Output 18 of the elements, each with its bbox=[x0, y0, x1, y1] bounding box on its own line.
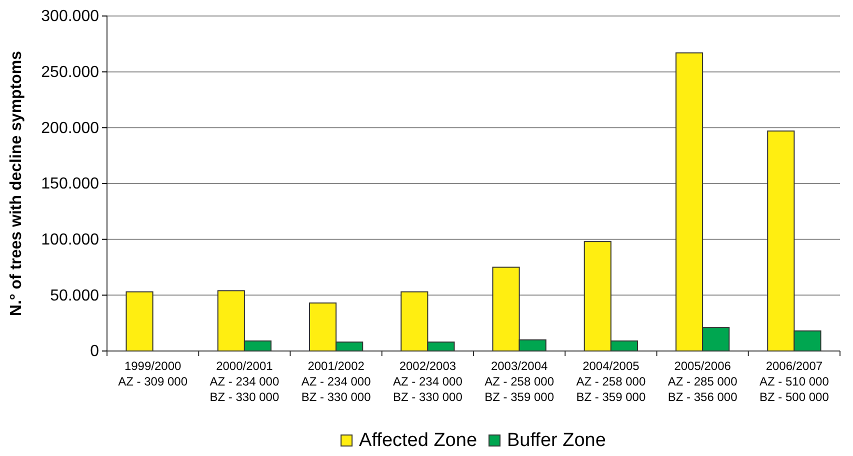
x-tick-label: 2005/2006 AZ - 285 000 BZ - 356 000 bbox=[668, 359, 738, 404]
x-tick-label: 2006/2007 AZ - 510 000 BZ - 500 000 bbox=[760, 359, 830, 404]
legend-label: Affected Zone bbox=[359, 430, 478, 451]
x-tick-label: 1999/2000 AZ - 309 000 bbox=[118, 359, 188, 388]
y-tick-label: 100.000 bbox=[41, 231, 100, 248]
y-tick-label: 0 bbox=[90, 343, 100, 360]
y-tick-label: 150.000 bbox=[41, 176, 100, 193]
y-tick-label: 250.000 bbox=[41, 64, 100, 81]
y-axis-title: N.° of trees with decline symptoms bbox=[8, 50, 25, 316]
y-tick-label: 50.000 bbox=[50, 287, 100, 304]
x-tick-label: 2001/2002 AZ - 234 000 BZ - 330 000 bbox=[301, 359, 372, 404]
y-tick-label: 200.000 bbox=[41, 120, 100, 137]
x-tick-label: 2002/2003 AZ - 234 000 BZ - 330 000 bbox=[393, 359, 463, 404]
y-tick-label: 300.000 bbox=[41, 8, 100, 26]
x-tick-label: 2003/2004 AZ - 258 000 BZ - 359 000 bbox=[484, 359, 554, 404]
legend-label: Buffer Zone bbox=[507, 430, 606, 451]
x-tick-label: 2004/2005 AZ - 258 000 BZ - 359 000 bbox=[576, 359, 646, 404]
x-tick-label: 2000/2001 AZ - 234 000 BZ - 330 000 bbox=[210, 359, 280, 404]
